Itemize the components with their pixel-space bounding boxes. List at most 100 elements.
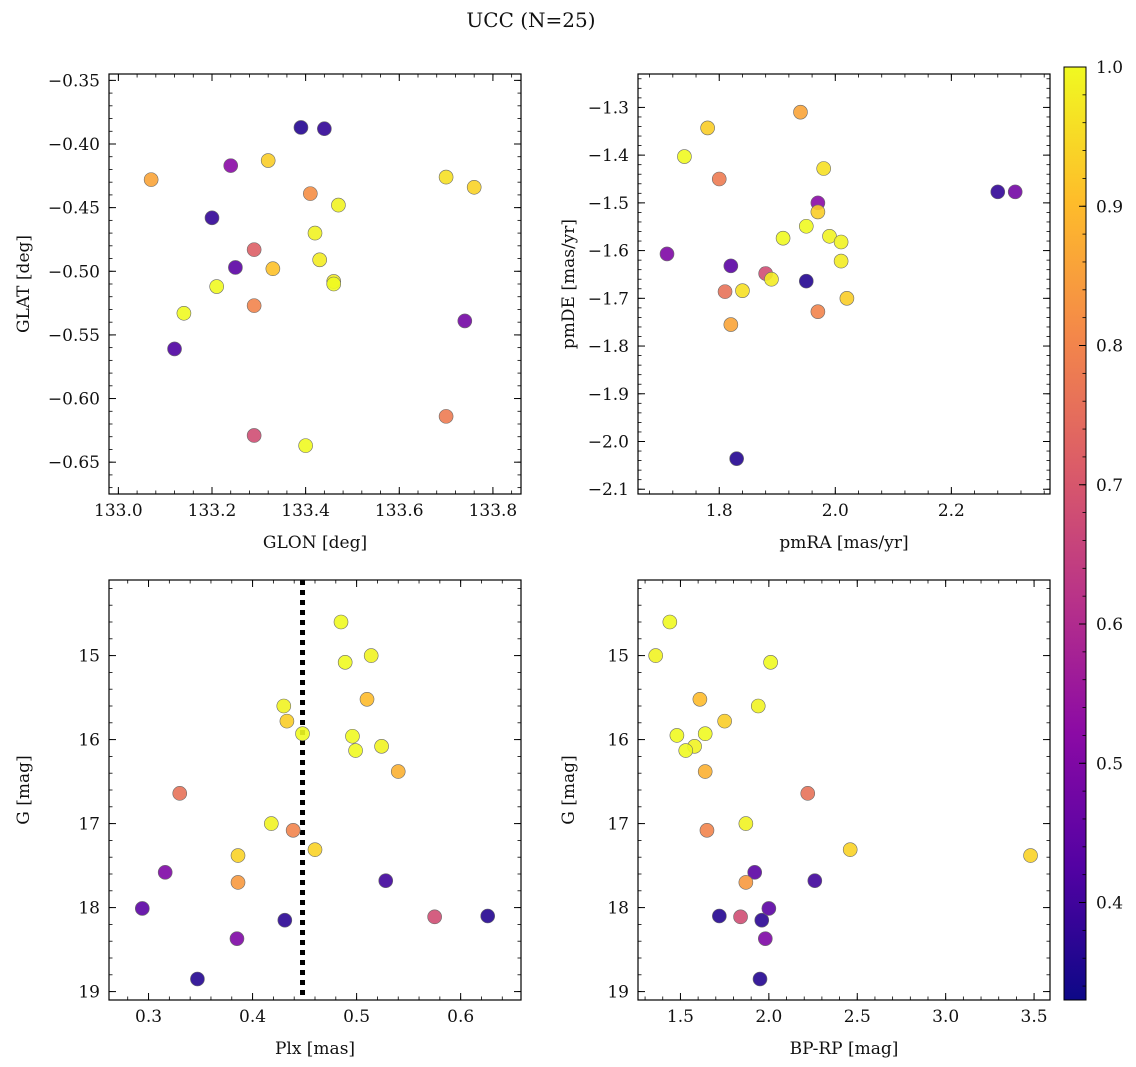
data-point [735, 283, 750, 298]
x-tick-label: 3.0 [932, 1007, 959, 1027]
x-tick-label: 133.2 [188, 501, 237, 521]
x-tick-label: 2.0 [822, 501, 849, 521]
data-point [331, 197, 346, 213]
data-point [457, 313, 473, 329]
colorbar-tick-label: 0.7 [1096, 476, 1123, 496]
data-point [265, 261, 281, 277]
data-point [763, 655, 778, 670]
data-point [793, 104, 808, 120]
axes-frame [108, 73, 522, 495]
data-point [758, 931, 773, 946]
data-point [157, 865, 173, 880]
data-point [723, 317, 739, 332]
y-tick-label: −1.9 [588, 385, 629, 405]
x-axis-label: pmRA [mas/yr] [779, 533, 908, 553]
data-point [738, 875, 754, 890]
panel-plx-g: 0.3 0.4 0.5 0.6 15 16 17 18 19 Plx [mas] G [mag] [14, 579, 522, 1059]
data-point [697, 726, 713, 742]
data-point [833, 234, 849, 250]
data-point [279, 713, 295, 729]
x-tick-label: 0.3 [135, 1007, 162, 1027]
data-point [317, 121, 332, 137]
y-tick-label: −1.5 [588, 194, 629, 214]
data-point [669, 728, 685, 743]
data-point [775, 230, 791, 246]
x-tick-label: 133.4 [281, 501, 330, 521]
x-tick-label: 133.0 [94, 501, 143, 521]
data-point [800, 786, 816, 801]
data-point [738, 816, 754, 831]
x-tick-label: 3.5 [1021, 1007, 1048, 1027]
colorbar-gradient [1063, 66, 1087, 1001]
data-point [752, 971, 768, 987]
data-point [438, 169, 454, 185]
figure-title: UCC (N=25) [466, 8, 595, 32]
colorbar-tick-label: 0.9 [1096, 197, 1123, 217]
data-point [798, 218, 814, 234]
data-point [833, 253, 849, 269]
data-point [648, 648, 663, 663]
data-point [228, 260, 243, 275]
data-point [711, 171, 727, 187]
y-axis-label: G [mag] [14, 755, 34, 824]
data-point [143, 172, 159, 187]
y-tick-label: −0.40 [48, 135, 100, 155]
data-point [277, 912, 293, 928]
y-tick-label: 15 [607, 647, 629, 667]
y-tick-label: 18 [78, 899, 100, 919]
data-point [990, 184, 1006, 200]
data-point [134, 901, 150, 916]
y-tick-label: −0.65 [48, 453, 100, 473]
colorbar-tick-label: 0.5 [1096, 754, 1123, 774]
data-point [438, 409, 454, 424]
data-point [307, 225, 323, 241]
data-point [246, 428, 262, 443]
data-point [723, 258, 739, 274]
data-point [303, 186, 318, 201]
axes-frame [637, 73, 1051, 495]
x-tick-label: 0.4 [239, 1007, 266, 1027]
data-point [700, 120, 715, 136]
data-point [337, 655, 353, 670]
y-axis-label: GLAT [deg] [14, 235, 34, 333]
y-tick-label: 17 [607, 815, 629, 835]
data-point [307, 842, 323, 857]
data-point [209, 279, 224, 294]
data-point [466, 179, 482, 195]
y-tick-label: 15 [78, 647, 100, 667]
colorbar: 0.4 0.5 0.6 0.7 0.8 0.9 1.0 [1063, 58, 1123, 1001]
y-tick-label: −1.4 [588, 146, 629, 166]
data-point [717, 284, 733, 299]
data-point [359, 691, 375, 707]
data-point [839, 291, 855, 306]
data-point [677, 149, 692, 164]
data-point [733, 909, 748, 925]
colorbar-tick-label: 0.6 [1096, 615, 1123, 635]
data-point [204, 210, 220, 226]
y-tick-label: 17 [78, 815, 100, 835]
data-point [1023, 848, 1038, 863]
data-point [717, 713, 732, 729]
data-point [285, 823, 301, 838]
y-tick-label: −2.1 [588, 480, 629, 500]
data-point [223, 158, 239, 173]
data-point [230, 875, 246, 890]
x-tick-label: 1.8 [706, 501, 733, 521]
data-point [229, 931, 245, 946]
y-tick-label: −0.50 [48, 262, 100, 282]
colorbar-tick-label: 0.8 [1096, 337, 1123, 357]
data-point [374, 739, 389, 754]
data-point [798, 273, 814, 289]
data-point [295, 726, 310, 742]
x-tick-label: 0.6 [447, 1007, 474, 1027]
y-tick-label: 19 [78, 983, 100, 1003]
data-point [810, 204, 826, 220]
data-point [246, 242, 262, 257]
y-axis-label: G [mag] [559, 755, 579, 824]
y-tick-label: −0.45 [48, 199, 100, 219]
y-tick-label: 18 [607, 899, 629, 919]
y-tick-label: −1.8 [588, 337, 629, 357]
x-tick-label: 2.0 [755, 1007, 782, 1027]
data-point [172, 786, 188, 801]
